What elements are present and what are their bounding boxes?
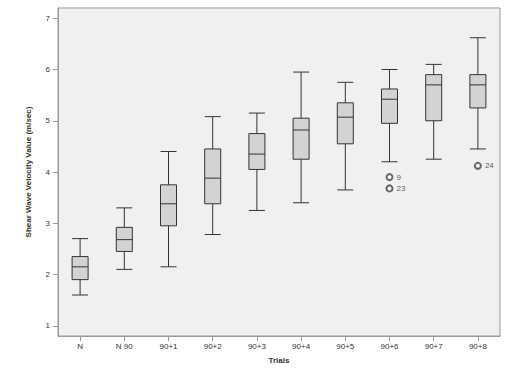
svg-text:90+4: 90+4 (292, 342, 311, 351)
svg-text:90+6: 90+6 (380, 342, 399, 351)
svg-text:Trials: Trials (269, 356, 290, 365)
svg-text:4: 4 (46, 168, 51, 177)
svg-text:23: 23 (397, 184, 406, 193)
svg-text:2: 2 (46, 270, 51, 279)
svg-text:24: 24 (485, 161, 494, 170)
svg-text:90+1: 90+1 (159, 342, 178, 351)
svg-text:90+2: 90+2 (204, 342, 223, 351)
svg-text:90+5: 90+5 (336, 342, 355, 351)
svg-text:1: 1 (46, 321, 51, 330)
svg-text:N: N (77, 342, 83, 351)
svg-text:90+3: 90+3 (248, 342, 267, 351)
svg-text:7: 7 (46, 14, 51, 23)
svg-text:90+7: 90+7 (425, 342, 444, 351)
svg-text:5: 5 (46, 116, 51, 125)
svg-text:9: 9 (397, 173, 402, 182)
svg-text:3: 3 (46, 219, 51, 228)
svg-text:6: 6 (46, 65, 51, 74)
svg-text:N 90: N 90 (116, 342, 133, 351)
svg-text:Shear Wave Velocity Value (m/s: Shear Wave Velocity Value (m/sec) (24, 106, 33, 237)
svg-text:90+8: 90+8 (469, 342, 488, 351)
